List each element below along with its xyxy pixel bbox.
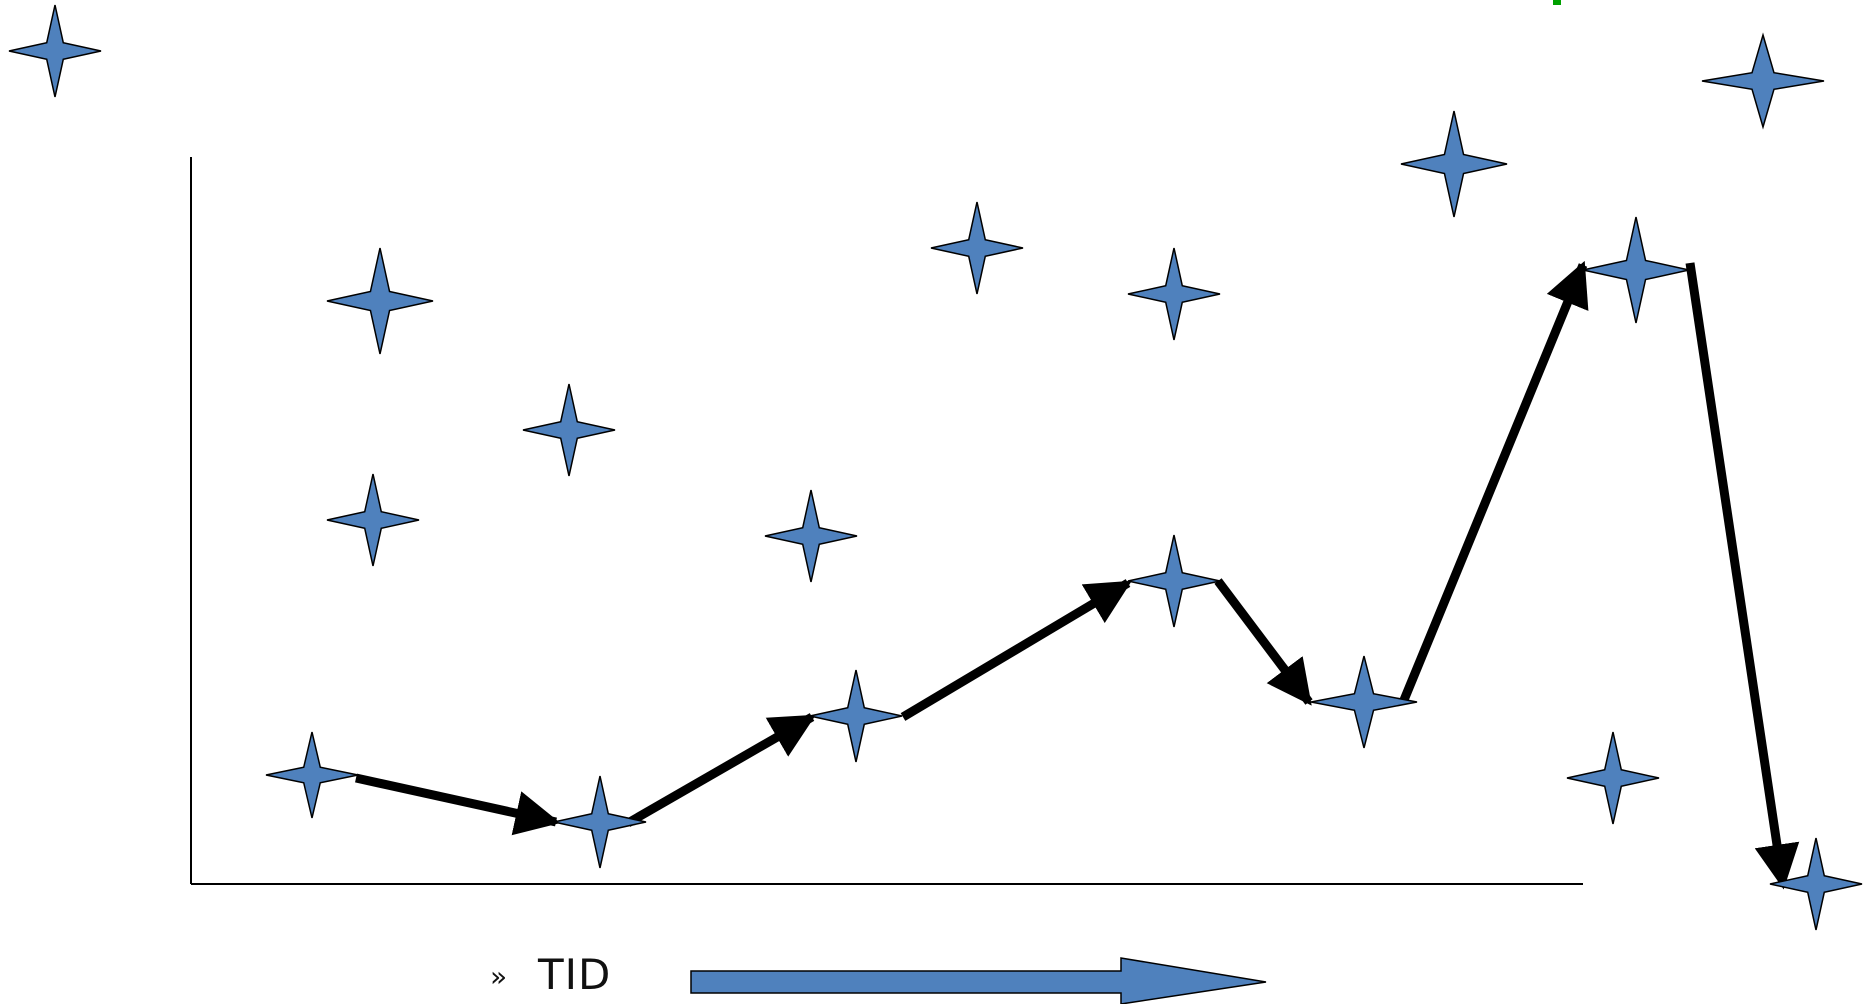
star-path-5 bbox=[1310, 655, 1418, 749]
caption-bullet: » bbox=[490, 960, 508, 993]
star-path-4 bbox=[1127, 534, 1221, 628]
star-path-6 bbox=[1582, 216, 1690, 324]
star-scatter-6 bbox=[1127, 247, 1221, 341]
star-scatter-5 bbox=[930, 201, 1024, 295]
star-scatter-9 bbox=[1566, 731, 1660, 825]
arrow-5 bbox=[1399, 260, 1589, 702]
star-path-2 bbox=[553, 775, 647, 869]
star-topleft-corner bbox=[8, 4, 102, 98]
time-arrow bbox=[690, 957, 1267, 1004]
star-path-3 bbox=[809, 669, 903, 763]
stars bbox=[8, 4, 1863, 931]
arrow-3 bbox=[900, 579, 1132, 721]
arrow-6 bbox=[1685, 262, 1800, 890]
star-scatter-3 bbox=[522, 383, 616, 477]
arrow-4 bbox=[1214, 578, 1313, 706]
arrow-2 bbox=[625, 713, 816, 827]
star-scatter-4 bbox=[764, 489, 858, 583]
green-mark bbox=[1553, 0, 1561, 5]
star-path-1 bbox=[265, 731, 359, 819]
path-arrows bbox=[355, 260, 1800, 890]
star-scatter-8 bbox=[1701, 32, 1825, 130]
star-scatter-2 bbox=[326, 473, 420, 567]
star-scatter-1 bbox=[326, 247, 434, 355]
time-label: TID bbox=[538, 950, 612, 999]
star-scatter-7 bbox=[1400, 110, 1508, 218]
arrow-1 bbox=[355, 773, 561, 836]
star-path-7 bbox=[1769, 837, 1863, 931]
